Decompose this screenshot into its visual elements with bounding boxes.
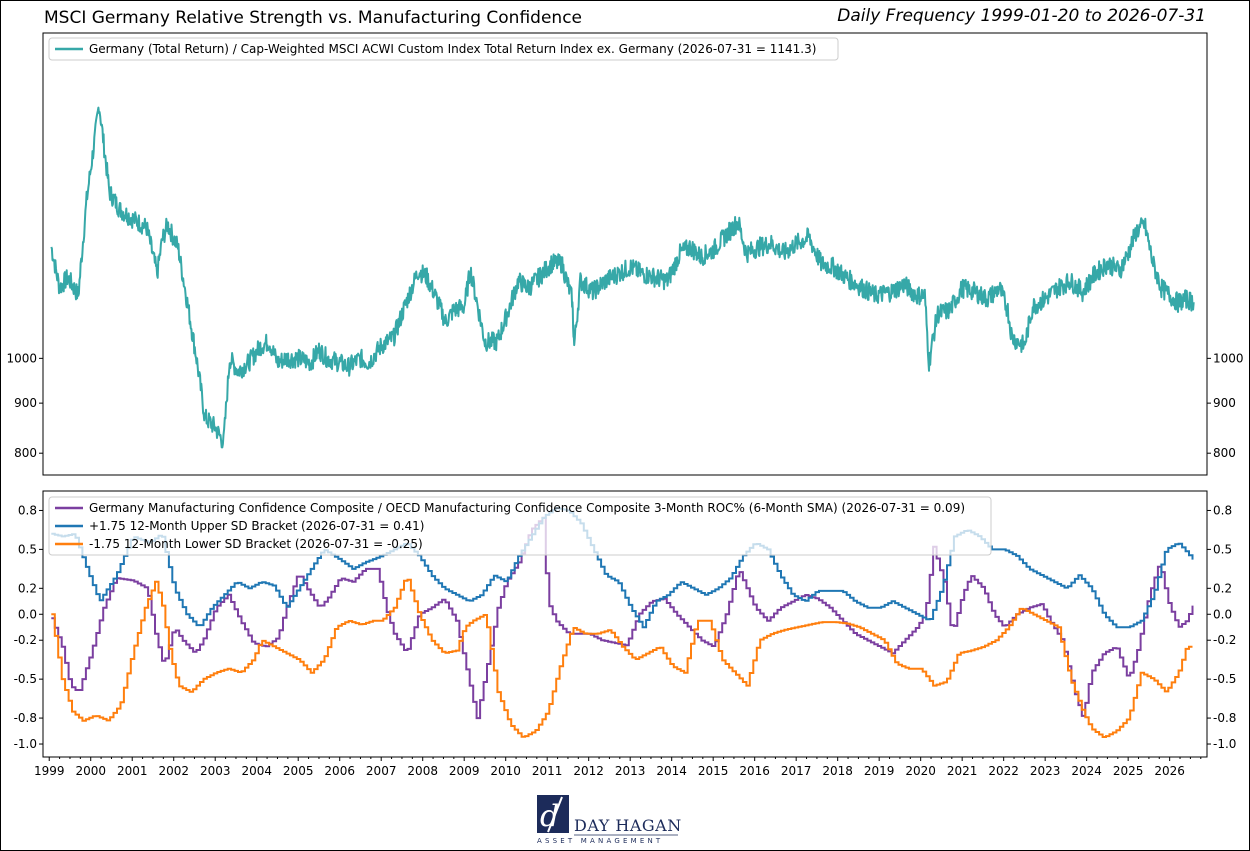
bottom-x-axis: 1999 2000 2001 2002 2003 2004 2005 2006 2007 2008… bbox=[34, 757, 1202, 778]
bottom-y-tick-label-left: -1.0 bbox=[14, 737, 37, 751]
x-tick-label: 2021 bbox=[947, 764, 978, 778]
x-tick-label: 2011 bbox=[532, 764, 563, 778]
svg-text:d: d bbox=[540, 799, 559, 834]
x-tick-label: 2019 bbox=[864, 764, 895, 778]
bottom-y-tick-label-right: 0.5 bbox=[1213, 542, 1232, 556]
bottom-panel: -1.0 -1.0 -0.8 -0.8 -0.5 -0.5 -0.2 -0.2 0.0 0.0 0.… bbox=[14, 490, 1237, 778]
bottom-y-tick-label-left: 0.2 bbox=[18, 581, 37, 595]
x-tick-label: 2013 bbox=[615, 764, 646, 778]
bottom-y-tick-label-left: 0.8 bbox=[18, 503, 37, 517]
bottom-series-lines bbox=[51, 507, 1194, 738]
x-tick-label: 2000 bbox=[75, 764, 106, 778]
bottom-y-tick-label-left: -0.5 bbox=[14, 672, 37, 686]
x-tick-label: 2026 bbox=[1154, 764, 1185, 778]
bottom-y-tick-label-right: 0.8 bbox=[1213, 503, 1232, 517]
legend-label-lower-bracket: -1.75 12-Month Lower SD Bracket (2026-07… bbox=[89, 537, 423, 551]
x-tick-label: 2018 bbox=[822, 764, 853, 778]
logo-subtitle: ASSET MANAGEMENT bbox=[537, 837, 664, 845]
logo-name: DAY HAGAN bbox=[574, 816, 682, 835]
top-legend: Germany (Total Return) / Cap-Weighted MS… bbox=[48, 37, 839, 61]
top-y-tick-label-right: 1000 bbox=[1213, 351, 1244, 365]
x-tick-label: 2020 bbox=[905, 764, 936, 778]
bottom-y-tick-label-left: -0.8 bbox=[14, 711, 37, 725]
top-y-axis: 800 800 900 900 1000 1000 bbox=[6, 351, 1243, 460]
x-tick-label: 2022 bbox=[988, 764, 1019, 778]
x-tick-label: 2001 bbox=[117, 764, 148, 778]
dh-monogram-icon: d bbox=[537, 795, 569, 834]
legend-label-confidence-roc: Germany Manufacturing Confidence Composi… bbox=[89, 501, 965, 515]
top-y-tick-label-left: 900 bbox=[14, 396, 37, 410]
top-y-tick-label-right: 900 bbox=[1213, 396, 1236, 410]
lower-bracket-line bbox=[51, 578, 1193, 738]
bottom-y-tick-label-left: -0.2 bbox=[14, 633, 37, 647]
bottom-y-tick-label-right: -1.0 bbox=[1213, 737, 1236, 751]
top-y-tick-label-left: 1000 bbox=[6, 351, 37, 365]
legend-label-relative-strength: Germany (Total Return) / Cap-Weighted MS… bbox=[89, 42, 816, 56]
x-tick-label: 2006 bbox=[324, 764, 355, 778]
x-tick-label: 2024 bbox=[1071, 764, 1102, 778]
top-series-lines bbox=[50, 106, 1195, 449]
x-tick-label: 1999 bbox=[34, 764, 65, 778]
bottom-y-tick-label-right: -0.2 bbox=[1213, 633, 1236, 647]
confidence-roc-line bbox=[51, 516, 1194, 720]
x-tick-label: 2016 bbox=[739, 764, 770, 778]
bottom-y-tick-label-left: 0.5 bbox=[18, 542, 37, 556]
bottom-legend: Germany Manufacturing Confidence Composi… bbox=[48, 496, 992, 556]
x-tick-label: 2010 bbox=[490, 764, 521, 778]
x-tick-label: 2014 bbox=[656, 764, 687, 778]
bottom-y-tick-label-right: 0.0 bbox=[1213, 607, 1232, 621]
page-title: MSCI Germany Relative Strength vs. Manuf… bbox=[44, 8, 582, 28]
top-y-tick-label-right: 800 bbox=[1213, 446, 1236, 460]
relative-strength-line bbox=[50, 106, 1195, 449]
legend-label-upper-bracket: +1.75 12-Month Upper SD Bracket (2026-07… bbox=[89, 519, 424, 533]
x-tick-label: 2002 bbox=[158, 764, 189, 778]
bottom-y-tick-label-left: 0.0 bbox=[18, 607, 37, 621]
x-tick-label: 2007 bbox=[366, 764, 397, 778]
bottom-y-tick-label-right: -0.8 bbox=[1213, 711, 1236, 725]
x-tick-label: 2009 bbox=[449, 764, 480, 778]
x-tick-label: 2008 bbox=[407, 764, 438, 778]
top-panel: 800 800 900 900 1000 1000 Germany (Total Retu… bbox=[6, 32, 1244, 476]
x-tick-label: 2005 bbox=[283, 764, 314, 778]
bottom-y-tick-label-right: 0.2 bbox=[1213, 581, 1232, 595]
x-tick-label: 2003 bbox=[200, 764, 231, 778]
upper-bracket-line bbox=[51, 507, 1194, 629]
x-tick-label: 2015 bbox=[698, 764, 729, 778]
x-tick-label: 2023 bbox=[1030, 764, 1061, 778]
bottom-y-axis: -1.0 -1.0 -0.8 -0.8 -0.5 -0.5 -0.2 -0.2 0.0 0.0 0.… bbox=[14, 503, 1237, 751]
x-tick-label: 2012 bbox=[573, 764, 604, 778]
x-tick-label: 2025 bbox=[1113, 764, 1144, 778]
x-tick-label: 2004 bbox=[241, 764, 272, 778]
x-tick-label: 2017 bbox=[781, 764, 812, 778]
date-range: Daily Frequency 1999-01-20 to 2026-07-31 bbox=[837, 6, 1206, 26]
bottom-y-tick-label-right: -0.5 bbox=[1213, 672, 1236, 686]
top-y-tick-label-left: 800 bbox=[14, 446, 37, 460]
